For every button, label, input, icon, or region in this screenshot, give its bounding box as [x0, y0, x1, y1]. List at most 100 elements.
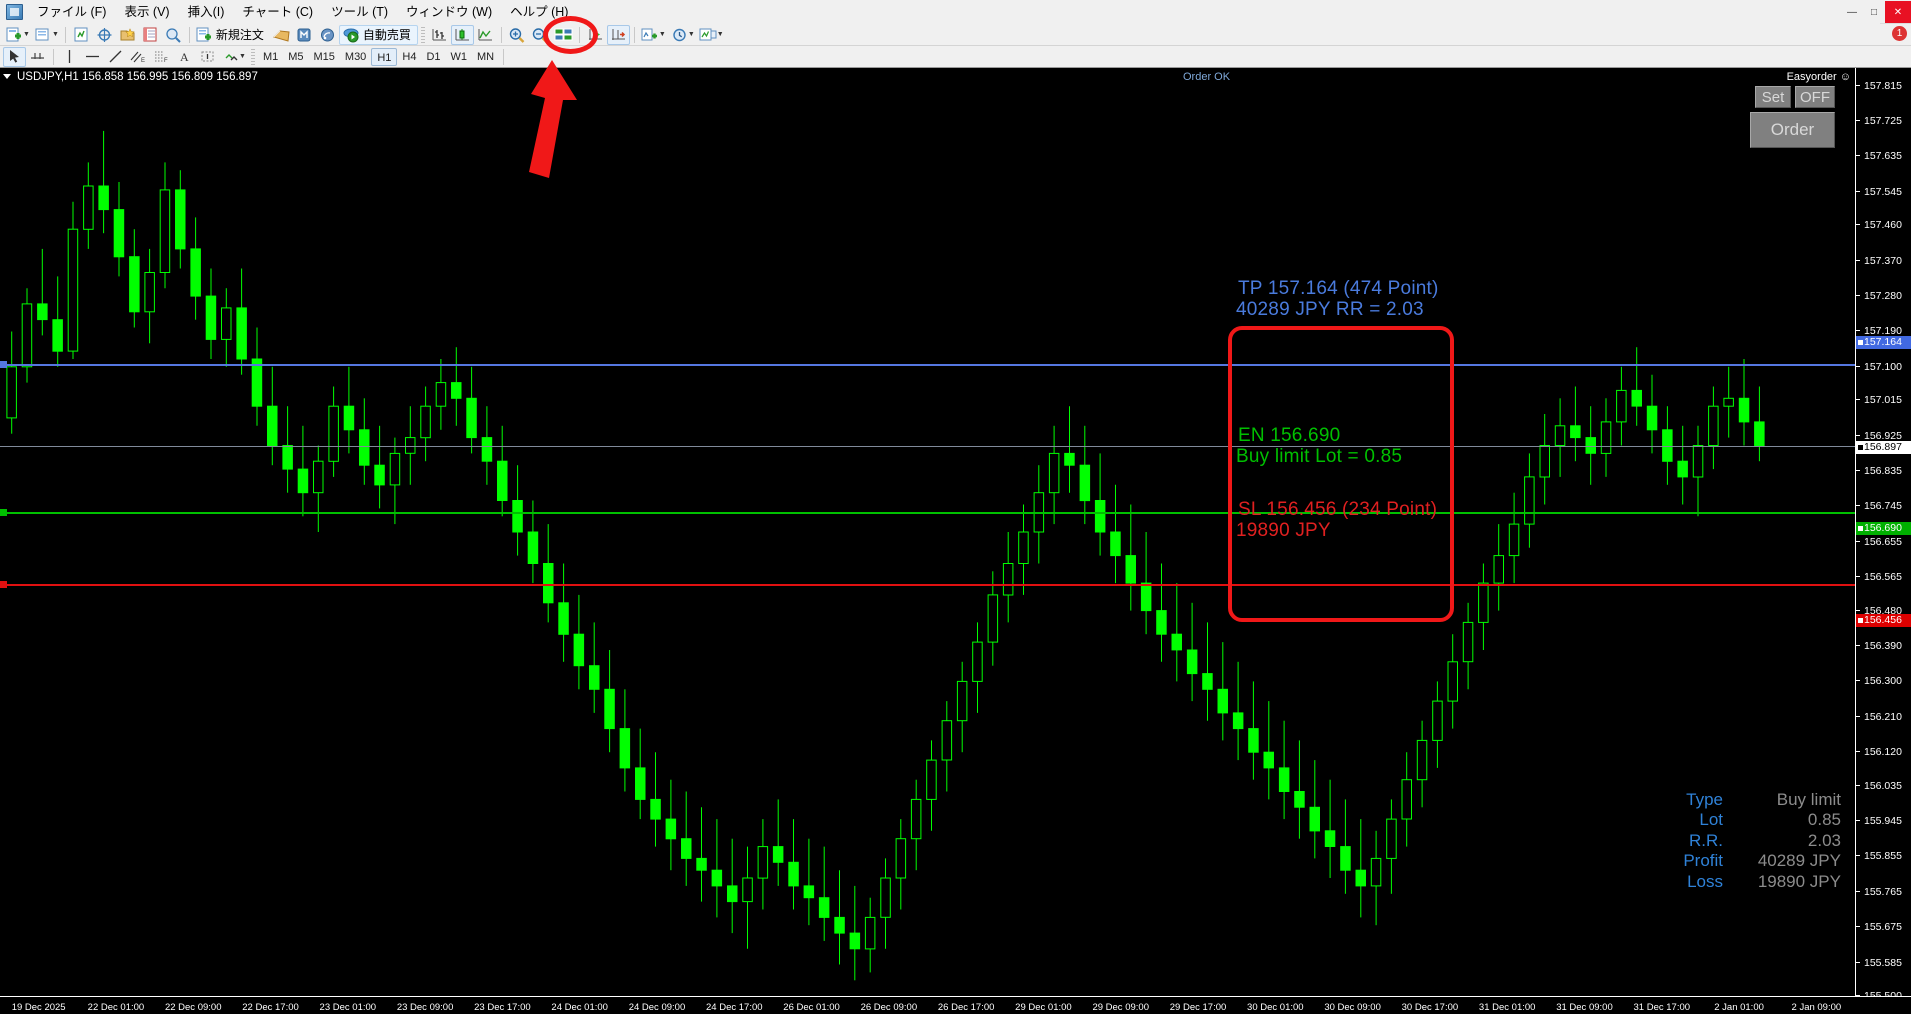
timeframe-w1[interactable]: W1 [450, 50, 468, 63]
text-label-icon[interactable] [196, 47, 219, 67]
profiles-icon[interactable] [32, 25, 55, 45]
data-window-icon[interactable] [93, 25, 116, 45]
take-profit-line[interactable] [0, 364, 1855, 366]
period-caret-icon[interactable]: ▼ [687, 31, 695, 38]
easyorder-set-button[interactable]: Set [1755, 86, 1791, 108]
templates-icon[interactable] [697, 25, 720, 45]
time-tick: 22 Dec 01:00 [87, 1002, 145, 1013]
tp-label-line2: 40289 JPY RR = 2.03 [1236, 299, 1424, 320]
timeframe-m15[interactable]: M15 [313, 50, 335, 63]
profiles-caret-icon[interactable]: ▼ [51, 31, 59, 38]
zoom-out-icon[interactable] [529, 25, 552, 45]
easyorder-off-button[interactable]: OFF [1795, 86, 1835, 108]
mql5-community-icon[interactable] [293, 25, 316, 45]
price-tag-tp[interactable]: 157.164 [1856, 335, 1911, 349]
chart-canvas[interactable]: USDJPY,H1 156.858 156.995 156.809 156.89… [0, 68, 1911, 1014]
chart-shift-icon[interactable] [584, 25, 607, 45]
vertical-line-icon[interactable] [58, 47, 81, 67]
indicators-caret-icon[interactable]: ▼ [658, 31, 666, 38]
market-watch-icon[interactable] [70, 25, 93, 45]
indicators-icon[interactable] [639, 25, 662, 45]
zoom-in-icon[interactable] [506, 25, 529, 45]
bar-chart-icon[interactable] [428, 25, 451, 45]
new-chart-icon[interactable] [3, 25, 26, 45]
new-chart-caret-icon[interactable]: ▼ [23, 31, 30, 38]
candlestick-chart-icon[interactable] [450, 24, 474, 45]
entry-line[interactable] [0, 512, 1855, 514]
maximize-icon[interactable]: □ [1870, 6, 1878, 18]
arrows-icon[interactable] [219, 47, 242, 67]
price-tick: 157.100 [1856, 361, 1911, 373]
strategy-tester-icon[interactable] [162, 25, 185, 45]
price-tag-cur[interactable]: 156.897 [1856, 440, 1911, 454]
time-tick: 31 Dec 01:00 [1478, 1002, 1536, 1013]
price-tag-sl[interactable]: 156.456 [1856, 614, 1911, 628]
menu-bar: ファイル (F) 表示 (V) 挿入(I) チャート (C) ツール (T) ウ… [0, 0, 1880, 24]
templates-caret-icon[interactable]: ▼ [716, 31, 724, 38]
menu-item-insert[interactable]: 挿入(I) [187, 4, 225, 19]
arrows-caret-icon[interactable]: ▼ [239, 53, 246, 60]
timeframe-h1[interactable]: H1 [371, 47, 398, 66]
time-tick: 22 Dec 17:00 [242, 1002, 299, 1013]
menu-item-window[interactable]: ウィンドウ (W) [406, 4, 493, 19]
stop-loss-line[interactable] [0, 584, 1855, 586]
terminal-icon[interactable] [139, 25, 162, 45]
toolbar-separator [633, 26, 635, 43]
text-icon[interactable]: A [173, 47, 196, 67]
window-controls: — □ ✕ [1841, 0, 1911, 24]
crosshair-icon[interactable] [26, 47, 49, 67]
timeframe-m5[interactable]: M5 [288, 50, 304, 63]
toolbar-grip[interactable] [420, 26, 425, 43]
menu-item-charts[interactable]: チャート (C) [242, 4, 314, 19]
navigator-icon[interactable] [116, 25, 139, 45]
stat-row: Type Buy limit [1653, 790, 1841, 811]
autotrading-button[interactable]: 自動売買 [338, 24, 418, 45]
timeframe-d1[interactable]: D1 [426, 50, 441, 63]
price-tick: 157.015 [1856, 394, 1911, 406]
price-tag-en[interactable]: 156.690 [1856, 522, 1911, 536]
menu-item-help[interactable]: ヘルプ (H) [510, 4, 569, 19]
period-separators-icon[interactable] [668, 25, 691, 45]
notification-badge[interactable]: 1 [1892, 26, 1907, 41]
minimize-icon[interactable]: — [1847, 6, 1857, 18]
toolbar-grip[interactable] [250, 48, 255, 65]
equidistant-channel-icon[interactable]: E [127, 47, 150, 67]
time-tick: 26 Dec 09:00 [860, 1002, 918, 1013]
time-axis[interactable]: 19 Dec 2025 22 Dec 01:00 22 Dec 09:00 22 De… [0, 996, 1911, 1014]
chart-collapse-icon[interactable] [3, 74, 11, 79]
stop-loss-handle[interactable] [0, 581, 7, 588]
tile-windows-icon[interactable] [552, 25, 575, 45]
easyorder-order-button[interactable]: Order [1750, 112, 1835, 148]
price-tag-marker [1858, 444, 1863, 450]
metaeditor-icon[interactable] [270, 25, 293, 45]
menu-item-view[interactable]: 表示 (V) [124, 4, 170, 19]
price-axis[interactable]: 157.815 157.725 157.635 157.545 157.460 157.3… [1855, 68, 1911, 1002]
new-order-label: 新規注文 [215, 28, 264, 42]
menu-item-file[interactable]: ファイル (F) [37, 4, 107, 19]
entry-handle[interactable] [0, 509, 7, 516]
stat-value-lot: 0.85 [1807, 810, 1841, 829]
auto-scroll-icon[interactable] [606, 24, 630, 45]
timeframe-m1[interactable]: M1 [262, 50, 279, 63]
price-tick: 157.460 [1856, 219, 1911, 231]
timeframe-mn[interactable]: MN [477, 50, 495, 63]
take-profit-handle[interactable] [0, 361, 7, 368]
cursor-icon[interactable] [3, 46, 26, 67]
new-order-button[interactable]: 新規注文 [194, 25, 270, 45]
fibonacci-icon[interactable]: F [150, 47, 173, 67]
price-tick: 157.545 [1856, 186, 1911, 198]
price-tick: 156.480 [1856, 605, 1911, 617]
close-icon[interactable]: ✕ [1885, 1, 1911, 23]
time-tick: 30 Dec 01:00 [1247, 1002, 1304, 1013]
timeframe-h4[interactable]: H4 [402, 50, 417, 63]
horizontal-line-icon[interactable] [81, 47, 104, 67]
easyorder-panel: Easyorder ☺ Set OFF Order [1445, 68, 1855, 158]
time-tick: 24 Dec 17:00 [706, 1002, 763, 1013]
menu-item-tools[interactable]: ツール (T) [331, 4, 389, 19]
trendline-icon[interactable] [104, 47, 127, 67]
line-chart-icon[interactable] [474, 25, 497, 45]
signals-icon[interactable] [316, 25, 339, 45]
price-tick: 157.725 [1856, 115, 1911, 127]
timeframe-m30[interactable]: M30 [344, 50, 367, 63]
